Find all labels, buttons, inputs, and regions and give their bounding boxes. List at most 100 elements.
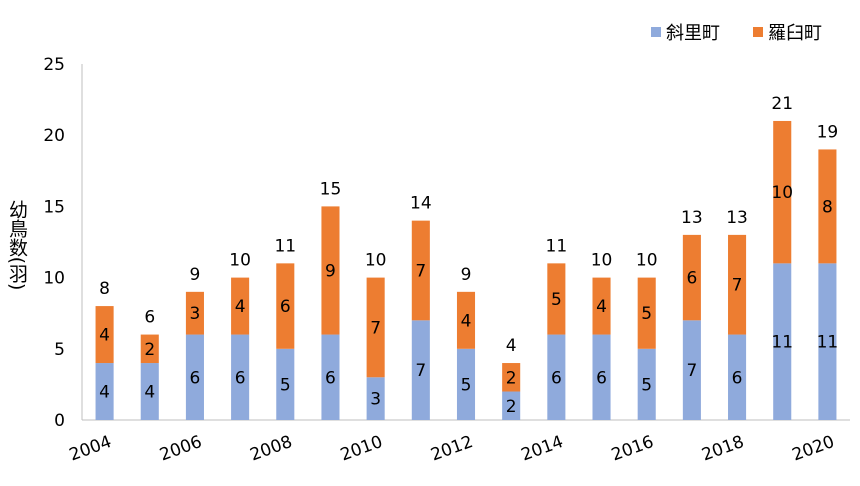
data-label-shari: 6 — [325, 368, 336, 388]
data-label-rausu: 4 — [99, 326, 110, 346]
data-label-shari: 6 — [596, 368, 607, 388]
total-label: 13 — [681, 208, 703, 228]
bar-segment-rausu — [637, 277, 656, 349]
bar-segment-shari — [366, 377, 385, 420]
bar-segment-rausu — [773, 120, 792, 264]
bar-segment-rausu — [231, 277, 250, 335]
bars: 4 4 8 4 2 6 6 3 9 6 4 10 5 6 11 6 9 15 3 7 10 7 7 14 5 4 9 2 2 4 6 5 11 6… — [95, 94, 839, 420]
data-label-shari: 4 — [99, 383, 110, 403]
x-tick-label: 2004 — [67, 432, 114, 466]
data-label-shari: 11 — [817, 333, 839, 353]
bar-segment-rausu — [818, 149, 837, 264]
x-tick-label: 2020 — [790, 432, 837, 466]
x-tick-label: 2010 — [338, 432, 385, 466]
bar-segment-shari — [140, 363, 159, 420]
bar-segment-shari — [547, 334, 566, 420]
bar-segment-shari — [773, 263, 792, 420]
data-label-shari: 11 — [771, 333, 793, 353]
bar-segment-rausu — [728, 234, 747, 335]
x-tick-label: 2014 — [519, 432, 566, 466]
data-label-rausu: 7 — [370, 318, 381, 338]
legend-label-rausu: 羅臼町 — [768, 23, 822, 44]
y-tick-label: 15 — [43, 197, 65, 217]
bar-segment-rausu — [411, 220, 430, 321]
x-tick-label: 2018 — [699, 432, 746, 466]
legend-swatch-shari — [651, 27, 661, 37]
total-label: 10 — [229, 251, 251, 271]
data-label-rausu: 5 — [641, 304, 652, 324]
total-label: 10 — [636, 251, 658, 271]
data-label-shari: 3 — [370, 390, 381, 410]
total-label: 13 — [726, 208, 748, 228]
bar-segment-rausu — [502, 363, 521, 392]
data-label-shari: 5 — [641, 375, 652, 395]
data-label-shari: 6 — [732, 368, 743, 388]
total-label: 4 — [506, 336, 517, 356]
bar-segment-shari — [321, 334, 340, 420]
bar-segment-shari — [502, 391, 521, 420]
bar-segment-shari — [231, 334, 250, 420]
x-tick-label: 2012 — [428, 432, 475, 466]
data-label-rausu: 7 — [732, 276, 743, 296]
bar-segment-rausu — [682, 234, 701, 321]
bar-segment-rausu — [276, 263, 295, 349]
bar-segment-rausu — [592, 277, 611, 335]
legend-label-shari: 斜里町 — [666, 23, 720, 44]
y-tick-label: 0 — [54, 411, 65, 431]
bar-segment-rausu — [321, 206, 340, 335]
y-tick-label: 25 — [43, 55, 65, 75]
data-label-rausu: 2 — [144, 340, 155, 360]
y-axis-title: 幼鳥数(羽) — [6, 199, 28, 290]
bar-segment-shari — [592, 334, 611, 420]
total-label: 14 — [410, 194, 432, 214]
data-label-rausu: 10 — [771, 183, 793, 203]
data-label-rausu: 5 — [551, 290, 562, 310]
bar-segment-shari — [682, 320, 701, 420]
legend-swatch-rausu — [753, 27, 763, 37]
bar-segment-rausu — [366, 277, 385, 378]
data-label-shari: 5 — [280, 375, 291, 395]
bar-segment-shari — [728, 334, 747, 420]
data-label-rausu: 4 — [596, 297, 607, 317]
y-tick-label: 20 — [43, 126, 65, 146]
x-tick-label: 2016 — [609, 432, 656, 466]
data-label-shari: 6 — [190, 368, 201, 388]
total-label: 19 — [817, 122, 839, 142]
bar-segment-shari — [456, 348, 476, 420]
data-label-rausu: 8 — [822, 197, 833, 217]
data-label-rausu: 9 — [325, 261, 336, 281]
data-label-shari: 7 — [686, 361, 697, 381]
bar-segment-rausu — [456, 291, 476, 349]
data-label-rausu: 6 — [686, 269, 697, 289]
data-label-shari: 2 — [506, 397, 517, 417]
bar-segment-rausu — [185, 291, 204, 335]
x-axis: 2004 2006 2008 2010 2012 2014 2016 2018 2020 — [67, 432, 837, 466]
data-label-rausu: 4 — [235, 297, 246, 317]
total-label: 9 — [190, 265, 201, 285]
legend: 斜里町 羅臼町 — [651, 23, 822, 44]
data-label-shari: 4 — [144, 383, 155, 403]
total-label: 10 — [591, 251, 613, 271]
y-tick-label: 5 — [54, 340, 65, 360]
bar-segment-rausu — [95, 306, 114, 364]
bar-segment-shari — [276, 348, 295, 420]
y-tick-label: 10 — [43, 269, 65, 289]
bar-segment-shari — [185, 334, 204, 420]
total-label: 9 — [461, 265, 472, 285]
y-axis: 0 5 10 15 20 25 — [43, 55, 65, 431]
total-label: 11 — [546, 236, 568, 256]
data-label-shari: 5 — [461, 375, 472, 395]
data-label-rausu: 2 — [506, 368, 517, 388]
bar-segment-shari — [95, 363, 114, 420]
bar-segment-rausu — [140, 334, 159, 364]
total-label: 15 — [320, 179, 342, 199]
total-label: 11 — [274, 236, 296, 256]
bar-segment-rausu — [547, 263, 566, 335]
total-label: 8 — [99, 279, 110, 299]
bar-segment-shari — [818, 263, 837, 420]
data-label-rausu: 7 — [415, 261, 426, 281]
data-label-rausu: 4 — [461, 311, 472, 331]
data-label-shari: 6 — [551, 368, 562, 388]
bar-segment-shari — [411, 320, 430, 420]
x-tick-label: 2008 — [248, 432, 295, 466]
